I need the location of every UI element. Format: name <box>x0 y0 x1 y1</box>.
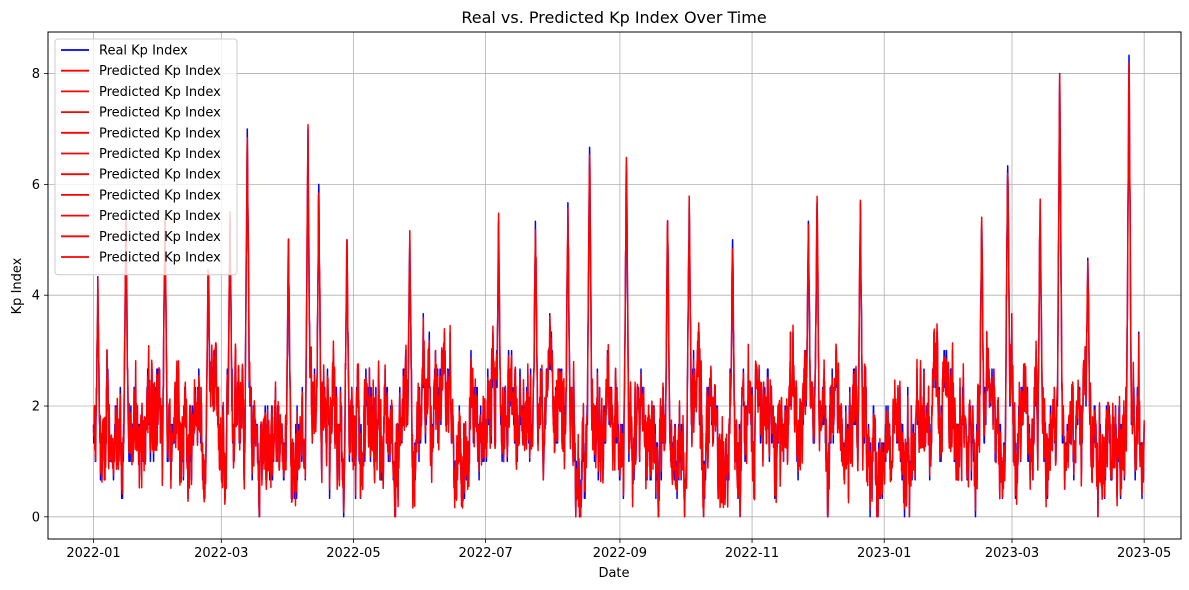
legend-entry: Predicted Kp Index <box>99 251 221 266</box>
plot-area <box>92 54 1145 518</box>
legend-entry: Predicted Kp Index <box>99 168 221 183</box>
y-tick-label: 6 <box>32 178 40 193</box>
x-tick-label: 2023-03 <box>985 546 1039 561</box>
legend-entry: Predicted Kp Index <box>99 126 221 141</box>
legend: Real Kp Index Predicted Kp Index Predicted… <box>54 38 238 276</box>
legend-entry: Predicted Kp Index <box>99 106 221 121</box>
x-tick-label: 2022-03 <box>194 546 248 561</box>
x-axis-label: Date <box>598 566 629 581</box>
x-tick-label: 2022-05 <box>326 546 380 561</box>
legend-entry: Predicted Kp Index <box>99 147 221 162</box>
legend-entry: Real Kp Index <box>99 44 188 59</box>
series-layer <box>92 54 1145 518</box>
x-tick-label: 2022-09 <box>593 546 647 561</box>
legend-entry: Predicted Kp Index <box>99 209 221 224</box>
y-tick-label: 0 <box>32 510 40 525</box>
legend-entry: Predicted Kp Index <box>99 85 221 100</box>
legend-entry: Predicted Kp Index <box>99 64 221 79</box>
x-tick-label: 2022-07 <box>458 546 512 561</box>
x-tick-label: 2023-01 <box>857 546 911 561</box>
x-axis-ticks: 2022-01 2022-03 2022-05 2022-07 2022-09 2022-… <box>66 539 1171 561</box>
legend-entry: Predicted Kp Index <box>99 230 221 245</box>
y-tick-label: 4 <box>32 289 40 304</box>
chart-title: Real vs. Predicted Kp Index Over Time <box>461 8 766 27</box>
y-tick-label: 2 <box>32 400 40 415</box>
y-axis-ticks: 0 2 4 6 8 <box>32 67 48 525</box>
y-tick-label: 8 <box>32 67 40 82</box>
y-axis-label: Kp Index <box>10 257 25 314</box>
x-tick-label: 2023-05 <box>1117 546 1171 561</box>
predicted-kp-line <box>92 62 1145 518</box>
x-tick-label: 2022-01 <box>66 546 120 561</box>
legend-box <box>54 38 238 276</box>
x-tick-label: 2022-11 <box>725 546 779 561</box>
plot-frame <box>47 31 1182 540</box>
legend-entry: Predicted Kp Index <box>99 188 221 203</box>
